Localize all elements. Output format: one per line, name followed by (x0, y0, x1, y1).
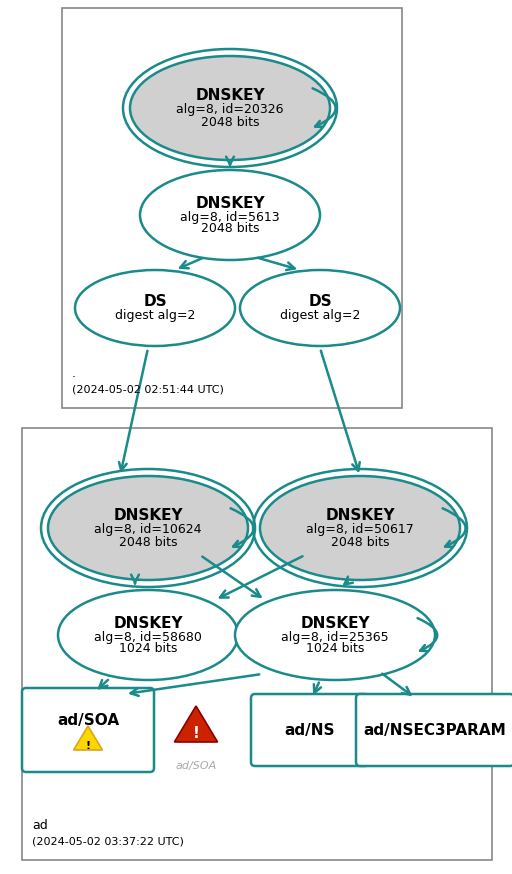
Ellipse shape (260, 476, 460, 580)
Ellipse shape (240, 270, 400, 346)
Bar (22, 428, 492, 860)
Text: digest alg=2: digest alg=2 (280, 309, 360, 323)
Text: DNSKEY: DNSKEY (195, 88, 265, 103)
Text: 2048 bits: 2048 bits (119, 536, 177, 549)
FancyArrowPatch shape (230, 509, 253, 547)
Ellipse shape (48, 476, 248, 580)
FancyArrowPatch shape (418, 618, 437, 651)
FancyArrowPatch shape (312, 88, 336, 127)
Text: ad/NS: ad/NS (285, 723, 335, 738)
Text: !: ! (86, 741, 91, 751)
Text: 2048 bits: 2048 bits (201, 223, 259, 235)
FancyBboxPatch shape (356, 694, 512, 766)
Text: DNSKEY: DNSKEY (195, 196, 265, 211)
Text: ad/SOA: ad/SOA (57, 712, 119, 727)
Text: DNSKEY: DNSKEY (300, 615, 370, 630)
Text: ad: ad (32, 819, 48, 832)
Text: ad/NSEC3PARAM: ad/NSEC3PARAM (364, 723, 506, 738)
Text: 1024 bits: 1024 bits (119, 642, 177, 656)
Text: DNSKEY: DNSKEY (113, 615, 183, 630)
Text: DNSKEY: DNSKEY (325, 509, 395, 524)
Ellipse shape (58, 590, 238, 680)
Text: alg=8, id=25365: alg=8, id=25365 (281, 630, 389, 643)
Text: .: . (72, 367, 76, 380)
Text: DS: DS (143, 294, 167, 309)
Text: alg=8, id=10624: alg=8, id=10624 (94, 524, 202, 537)
Text: !: ! (193, 726, 200, 741)
Ellipse shape (235, 590, 435, 680)
Text: DS: DS (308, 294, 332, 309)
Text: 1024 bits: 1024 bits (306, 642, 364, 656)
Ellipse shape (140, 170, 320, 260)
Text: alg=8, id=20326: alg=8, id=20326 (176, 103, 284, 116)
Text: alg=8, id=58680: alg=8, id=58680 (94, 630, 202, 643)
Text: alg=8, id=5613: alg=8, id=5613 (180, 211, 280, 224)
Text: (2024-05-02 03:37:22 UTC): (2024-05-02 03:37:22 UTC) (32, 836, 184, 846)
Text: alg=8, id=50617: alg=8, id=50617 (306, 524, 414, 537)
Text: 2048 bits: 2048 bits (201, 115, 259, 128)
Text: ad/SOA: ad/SOA (176, 761, 217, 771)
Ellipse shape (130, 56, 330, 160)
Text: digest alg=2: digest alg=2 (115, 309, 195, 323)
FancyArrowPatch shape (442, 509, 465, 547)
Polygon shape (74, 726, 102, 750)
Text: (2024-05-02 02:51:44 UTC): (2024-05-02 02:51:44 UTC) (72, 384, 224, 394)
Polygon shape (175, 706, 218, 742)
Bar (62, 8, 402, 408)
FancyBboxPatch shape (251, 694, 369, 766)
FancyBboxPatch shape (22, 688, 154, 772)
Text: DNSKEY: DNSKEY (113, 509, 183, 524)
Text: 2048 bits: 2048 bits (331, 536, 389, 549)
Ellipse shape (75, 270, 235, 346)
